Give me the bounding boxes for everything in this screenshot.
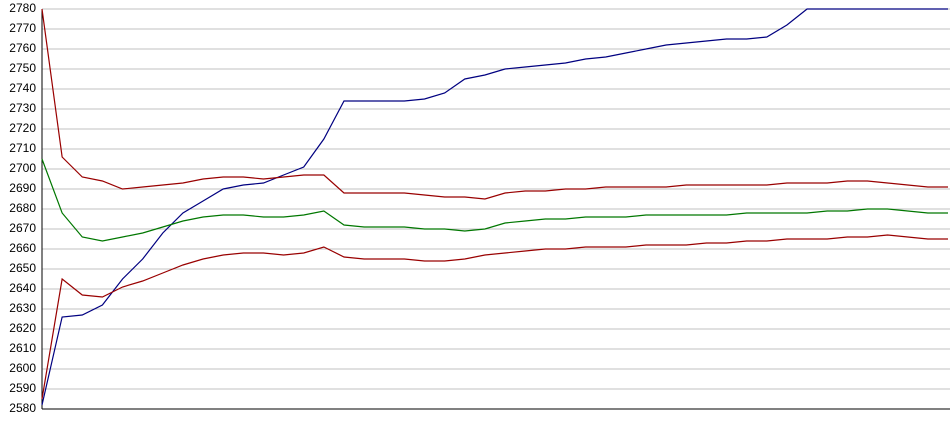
y-tick-label: 2630 (9, 301, 36, 315)
y-tick-label: 2750 (9, 61, 36, 75)
y-tick-label: 2680 (9, 201, 36, 215)
y-tick-label: 2600 (9, 361, 36, 375)
y-tick-label: 2660 (9, 241, 36, 255)
series-line (41, 234, 948, 400)
y-tick-label: 2780 (9, 1, 36, 15)
y-tick-label: 2730 (9, 101, 36, 115)
series-line (41, 158, 948, 242)
y-tick-label: 2620 (9, 321, 36, 335)
series-line (41, 8, 948, 406)
y-tick-label: 2770 (9, 21, 36, 35)
y-tick-label: 2690 (9, 181, 36, 195)
y-tick-label: 2760 (9, 41, 36, 55)
series-line (41, 8, 948, 200)
y-tick-label: 2580 (9, 401, 36, 415)
y-tick-label: 2610 (9, 341, 36, 355)
y-tick-label: 2740 (9, 81, 36, 95)
y-tick-label: 2700 (9, 161, 36, 175)
y-tick-label: 2640 (9, 281, 36, 295)
y-tick-label: 2590 (9, 381, 36, 395)
y-tick-label: 2720 (9, 121, 36, 135)
y-tick-label: 2670 (9, 221, 36, 235)
y-tick-label: 2710 (9, 141, 36, 155)
y-tick-label: 2650 (9, 261, 36, 275)
